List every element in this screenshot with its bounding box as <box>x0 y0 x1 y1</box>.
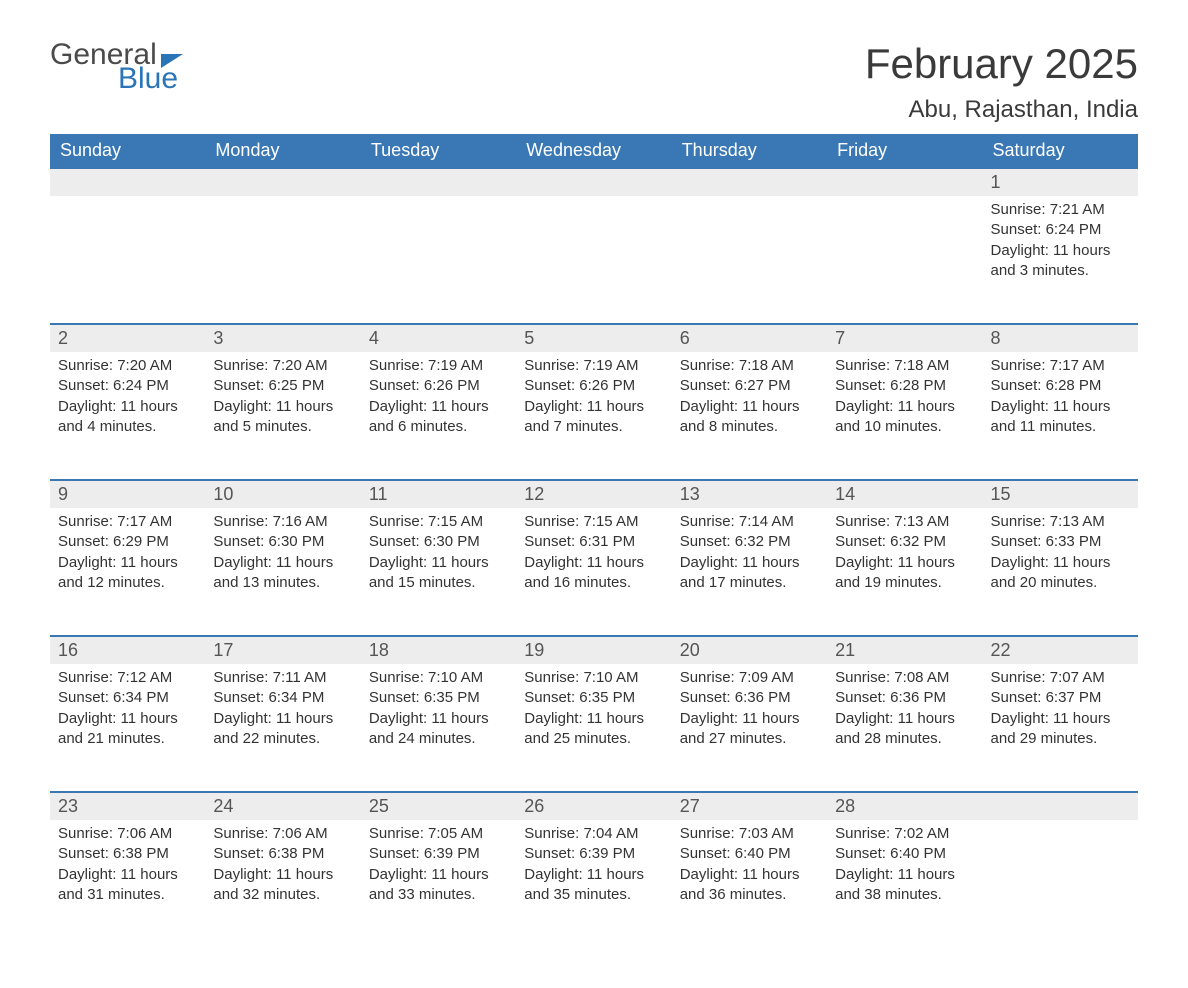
day-data: Sunrise: 7:14 AMSunset: 6:32 PMDaylight:… <box>672 508 827 605</box>
day-data: Sunrise: 7:11 AMSunset: 6:34 PMDaylight:… <box>205 664 360 761</box>
day-number: 1 <box>983 169 1138 196</box>
day-number: 8 <box>983 325 1138 352</box>
day-number: 16 <box>50 637 205 664</box>
day-data: Sunrise: 7:12 AMSunset: 6:34 PMDaylight:… <box>50 664 205 761</box>
day-number: 5 <box>516 325 671 352</box>
day-data: Sunrise: 7:10 AMSunset: 6:35 PMDaylight:… <box>516 664 671 761</box>
day-data-row: Sunrise: 7:06 AMSunset: 6:38 PMDaylight:… <box>50 820 1138 948</box>
day-number: 27 <box>672 793 827 820</box>
weekday-header: Monday <box>205 134 360 168</box>
day-data: Sunrise: 7:17 AMSunset: 6:29 PMDaylight:… <box>50 508 205 605</box>
day-number: 24 <box>205 793 360 820</box>
day-data: Sunrise: 7:20 AMSunset: 6:24 PMDaylight:… <box>50 352 205 449</box>
day-number: 2 <box>50 325 205 352</box>
day-number: 18 <box>361 637 516 664</box>
weekday-header: Thursday <box>672 134 827 168</box>
day-number-row: 16171819202122 <box>50 636 1138 664</box>
day-data-row: Sunrise: 7:21 AMSunset: 6:24 PMDaylight:… <box>50 196 1138 324</box>
day-number: 28 <box>827 793 982 820</box>
day-number: 12 <box>516 481 671 508</box>
day-number: 14 <box>827 481 982 508</box>
day-data: Sunrise: 7:21 AMSunset: 6:24 PMDaylight:… <box>983 196 1138 293</box>
day-data-row: Sunrise: 7:17 AMSunset: 6:29 PMDaylight:… <box>50 508 1138 636</box>
day-number: 15 <box>983 481 1138 508</box>
day-number: 13 <box>672 481 827 508</box>
day-data: Sunrise: 7:16 AMSunset: 6:30 PMDaylight:… <box>205 508 360 605</box>
day-number: 20 <box>672 637 827 664</box>
day-data: Sunrise: 7:13 AMSunset: 6:32 PMDaylight:… <box>827 508 982 605</box>
brand-logo: General Blue <box>50 40 183 94</box>
brand-word2: Blue <box>118 64 183 94</box>
day-data: Sunrise: 7:06 AMSunset: 6:38 PMDaylight:… <box>50 820 205 917</box>
day-data-row: Sunrise: 7:12 AMSunset: 6:34 PMDaylight:… <box>50 664 1138 792</box>
brand-triangle-icon <box>161 54 183 68</box>
day-number-row: 9101112131415 <box>50 480 1138 508</box>
day-data-row: Sunrise: 7:20 AMSunset: 6:24 PMDaylight:… <box>50 352 1138 480</box>
location-label: Abu, Rajasthan, India <box>865 96 1138 124</box>
day-data: Sunrise: 7:07 AMSunset: 6:37 PMDaylight:… <box>983 664 1138 761</box>
day-data: Sunrise: 7:05 AMSunset: 6:39 PMDaylight:… <box>361 820 516 917</box>
day-number: 10 <box>205 481 360 508</box>
day-number: 11 <box>361 481 516 508</box>
day-data: Sunrise: 7:10 AMSunset: 6:35 PMDaylight:… <box>361 664 516 761</box>
day-number: 17 <box>205 637 360 664</box>
day-data: Sunrise: 7:18 AMSunset: 6:27 PMDaylight:… <box>672 352 827 449</box>
day-number: 7 <box>827 325 982 352</box>
calendar-table: SundayMondayTuesdayWednesdayThursdayFrid… <box>50 134 1138 948</box>
weekday-header: Sunday <box>50 134 205 168</box>
day-number: 6 <box>672 325 827 352</box>
day-number: 25 <box>361 793 516 820</box>
day-number-row: 2345678 <box>50 324 1138 352</box>
day-number-row: 1 <box>50 168 1138 196</box>
day-number: 21 <box>827 637 982 664</box>
day-number-row: 232425262728 <box>50 792 1138 820</box>
day-data: Sunrise: 7:18 AMSunset: 6:28 PMDaylight:… <box>827 352 982 449</box>
day-data: Sunrise: 7:09 AMSunset: 6:36 PMDaylight:… <box>672 664 827 761</box>
day-data: Sunrise: 7:08 AMSunset: 6:36 PMDaylight:… <box>827 664 982 761</box>
weekday-header: Friday <box>827 134 982 168</box>
day-data: Sunrise: 7:15 AMSunset: 6:30 PMDaylight:… <box>361 508 516 605</box>
day-data: Sunrise: 7:02 AMSunset: 6:40 PMDaylight:… <box>827 820 982 917</box>
day-number: 23 <box>50 793 205 820</box>
weekday-header-row: SundayMondayTuesdayWednesdayThursdayFrid… <box>50 134 1138 168</box>
day-data: Sunrise: 7:20 AMSunset: 6:25 PMDaylight:… <box>205 352 360 449</box>
day-data: Sunrise: 7:03 AMSunset: 6:40 PMDaylight:… <box>672 820 827 917</box>
day-data: Sunrise: 7:15 AMSunset: 6:31 PMDaylight:… <box>516 508 671 605</box>
day-data: Sunrise: 7:19 AMSunset: 6:26 PMDaylight:… <box>516 352 671 449</box>
day-number: 9 <box>50 481 205 508</box>
day-data: Sunrise: 7:04 AMSunset: 6:39 PMDaylight:… <box>516 820 671 917</box>
day-data: Sunrise: 7:13 AMSunset: 6:33 PMDaylight:… <box>983 508 1138 605</box>
weekday-header: Tuesday <box>361 134 516 168</box>
weekday-header: Saturday <box>983 134 1138 168</box>
day-data: Sunrise: 7:19 AMSunset: 6:26 PMDaylight:… <box>361 352 516 449</box>
day-data: Sunrise: 7:17 AMSunset: 6:28 PMDaylight:… <box>983 352 1138 449</box>
day-number: 26 <box>516 793 671 820</box>
weekday-header: Wednesday <box>516 134 671 168</box>
day-number: 4 <box>361 325 516 352</box>
day-number: 22 <box>983 637 1138 664</box>
day-number: 3 <box>205 325 360 352</box>
day-number: 19 <box>516 637 671 664</box>
month-title: February 2025 <box>865 40 1138 88</box>
day-data: Sunrise: 7:06 AMSunset: 6:38 PMDaylight:… <box>205 820 360 917</box>
